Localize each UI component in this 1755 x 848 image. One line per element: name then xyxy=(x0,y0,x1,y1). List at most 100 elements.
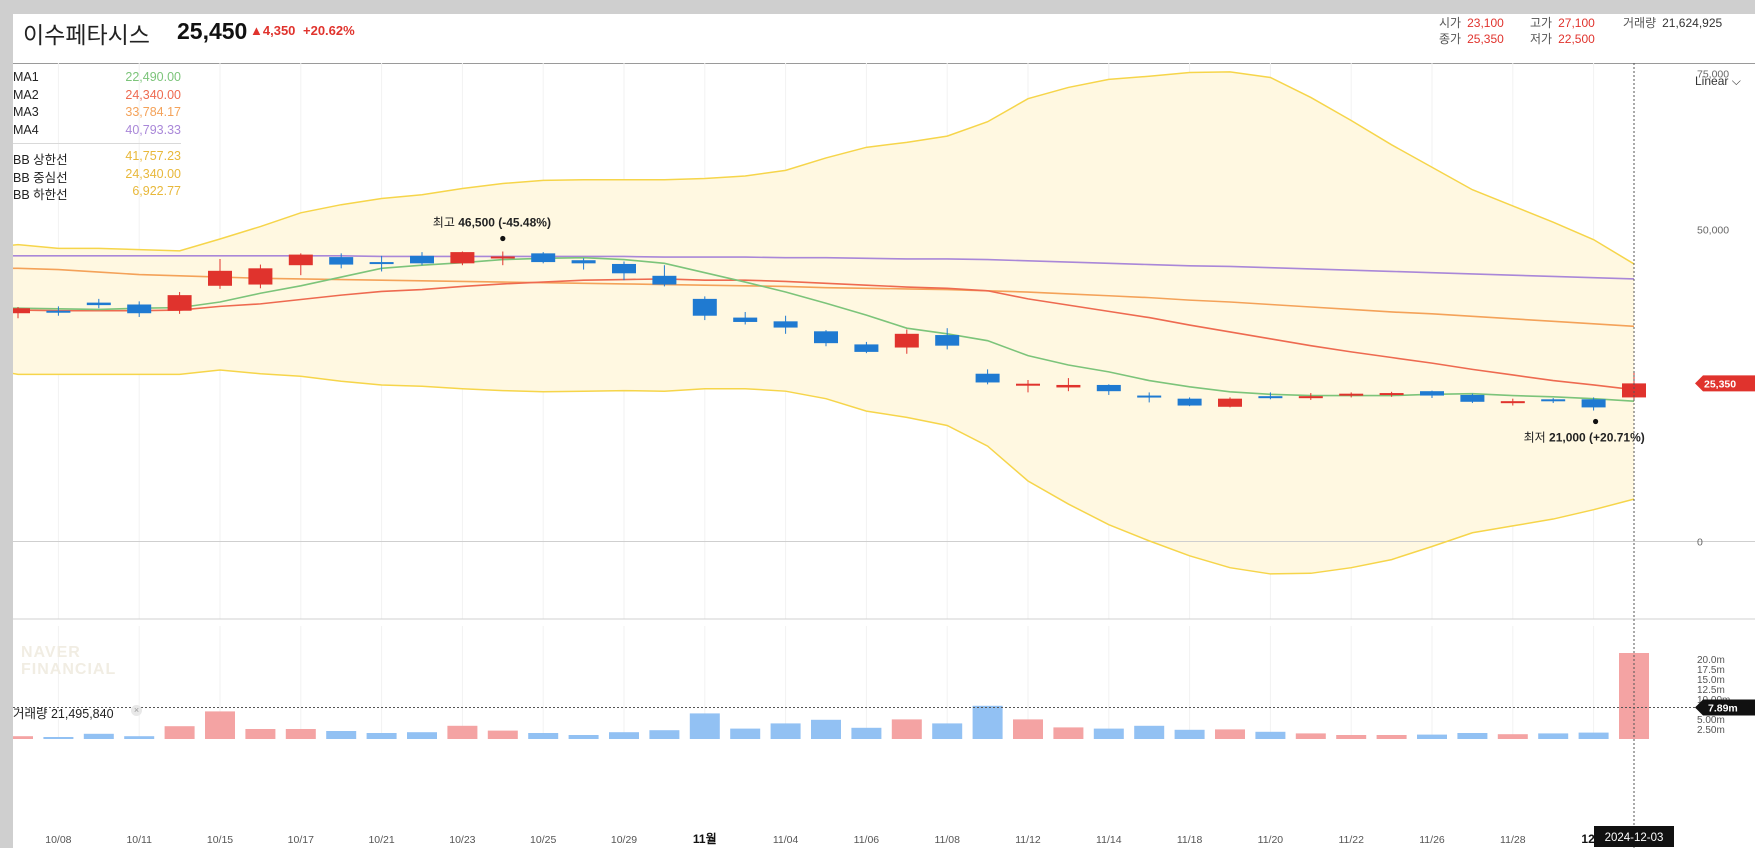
low-value: 22,500 xyxy=(1558,32,1595,46)
legend-value: 41,757.23 xyxy=(125,149,181,163)
candle-body xyxy=(692,298,717,316)
legend-value: 24,340.00 xyxy=(125,166,181,181)
close-label: 종가 xyxy=(1439,32,1462,46)
open-label: 시가 xyxy=(1439,16,1462,30)
x-tick-label: 11/28 xyxy=(1500,834,1526,846)
high-price: 고가 27,100 xyxy=(1530,14,1595,31)
volume-bar xyxy=(649,730,680,739)
bb-upper-line xyxy=(13,71,1635,265)
candle-body xyxy=(1258,396,1283,399)
volume-bar xyxy=(13,736,33,739)
candle-body xyxy=(1460,394,1485,402)
high-value: 46,500 (-45.48%) xyxy=(458,215,551,229)
volume-bar xyxy=(366,733,397,739)
volume-tick-label: 12.5m xyxy=(1697,685,1725,696)
stock-name: 이수페타시스 xyxy=(23,22,150,48)
volume-bar xyxy=(770,723,801,739)
volume-tick-label: 2.50m xyxy=(1697,725,1725,736)
price-change-rate: +20.62% xyxy=(303,23,355,38)
volume-bar xyxy=(326,731,357,739)
volume-bar xyxy=(1134,725,1165,739)
current-volume-label: 7.89m xyxy=(1708,702,1738,714)
candle-body xyxy=(410,255,434,264)
low-prefix: 최저 xyxy=(1524,431,1549,445)
x-tick-label: 10/25 xyxy=(530,834,556,846)
legend-name: MA4 xyxy=(13,122,39,137)
volume-bar xyxy=(447,725,478,739)
legend-value: 24,340.00 xyxy=(125,87,181,102)
volume-bar xyxy=(205,711,235,739)
volume-bar xyxy=(689,713,720,739)
volume-bar xyxy=(1013,719,1043,739)
watermark-line: NAVER xyxy=(21,644,81,661)
price-tick-label: 50,000 xyxy=(1697,225,1729,237)
volume-bar xyxy=(851,727,882,739)
candle-body xyxy=(369,262,394,265)
volume-bar xyxy=(1376,735,1407,739)
volume-bar xyxy=(811,719,841,739)
bollinger-band-area xyxy=(13,71,1634,574)
candle-body xyxy=(1298,396,1323,399)
volume-bar xyxy=(1457,733,1488,739)
volume-bar xyxy=(1497,734,1528,739)
ma2-line xyxy=(13,278,1635,391)
volume-bar xyxy=(730,728,761,739)
legend-item-ma4: MA4 40,793.33 xyxy=(13,123,181,141)
volume-bar xyxy=(1578,732,1609,739)
x-tick-label: 11/22 xyxy=(1338,834,1364,846)
x-tick-label: 10/21 xyxy=(368,834,394,846)
low-price: 저가 22,500 xyxy=(1530,30,1595,47)
legend-item-bb-middle: BB 중심선 24,340.00 xyxy=(13,167,181,185)
candle-body xyxy=(13,308,30,314)
x-tick-label: 11/26 xyxy=(1419,834,1445,846)
x-tick-label: 11/18 xyxy=(1177,834,1203,846)
volume-bar xyxy=(1417,734,1447,739)
candle-body xyxy=(1541,399,1566,402)
candle-body xyxy=(652,275,677,285)
candle-body xyxy=(167,295,192,311)
legend-value: 40,793.33 xyxy=(125,122,181,137)
candle-body xyxy=(935,335,960,346)
candle-body xyxy=(208,270,232,286)
volume-total: 거래량 21,624,925 xyxy=(1623,14,1722,31)
high-annotation: 최고 46,500 (-45.48%) xyxy=(433,215,551,229)
crosshair-date-box xyxy=(1594,826,1674,847)
candle-body xyxy=(1379,393,1404,396)
candle-body xyxy=(854,344,879,352)
close-price: 종가 25,350 xyxy=(1439,30,1504,47)
candle-body xyxy=(975,373,1000,383)
x-tick-label: 11/06 xyxy=(854,834,880,846)
volume-bar xyxy=(609,732,639,739)
candle-body xyxy=(1096,384,1121,392)
price-chart[interactable]: 최고 46,500 (-45.48%) 최저 21,000 (+20.71%) 75… xyxy=(13,14,1755,848)
bb-lower-line xyxy=(13,369,1635,575)
x-tick-label: 10/15 xyxy=(207,834,233,846)
x-tick-label: 10/08 xyxy=(45,834,71,846)
candle-body xyxy=(450,252,475,264)
legend-item-ma1: MA1 22,490.00 xyxy=(13,70,181,88)
volume-tick-label: 17.5m xyxy=(1697,665,1725,676)
current-price: 25,450 xyxy=(177,18,248,44)
legend-value: 6,922.77 xyxy=(132,184,181,198)
candle-body xyxy=(1622,383,1646,398)
legend-item-bb-lower: BB 하한선 6,922.77 xyxy=(13,184,181,202)
scale-toggle-button[interactable]: Linear ⌵ xyxy=(1695,74,1741,88)
candle-body xyxy=(1339,393,1364,396)
x-tick-label: 11월 xyxy=(693,831,717,846)
candle-body xyxy=(1500,401,1525,404)
volume-bar xyxy=(1174,729,1205,739)
price-change: ▲4,350 xyxy=(250,23,296,38)
volume-bar xyxy=(164,726,195,739)
legend-item-bb-upper: BB 상한선 41,757.23 xyxy=(13,149,181,167)
volume-bar xyxy=(1295,733,1326,739)
candle-body xyxy=(86,302,111,306)
open-price: 시가 23,100 xyxy=(1439,14,1504,31)
legend-name: BB 하한선 xyxy=(13,188,68,202)
candle-body xyxy=(1056,384,1081,388)
legend-name: BB 상한선 xyxy=(13,153,68,167)
low-value: 21,000 (+20.71%) xyxy=(1549,431,1645,445)
high-prefix: 최고 xyxy=(433,215,458,229)
legend-name: MA2 xyxy=(13,87,39,102)
volume-close-icon[interactable]: × xyxy=(131,705,142,716)
x-tick-label: 10/29 xyxy=(611,834,637,846)
